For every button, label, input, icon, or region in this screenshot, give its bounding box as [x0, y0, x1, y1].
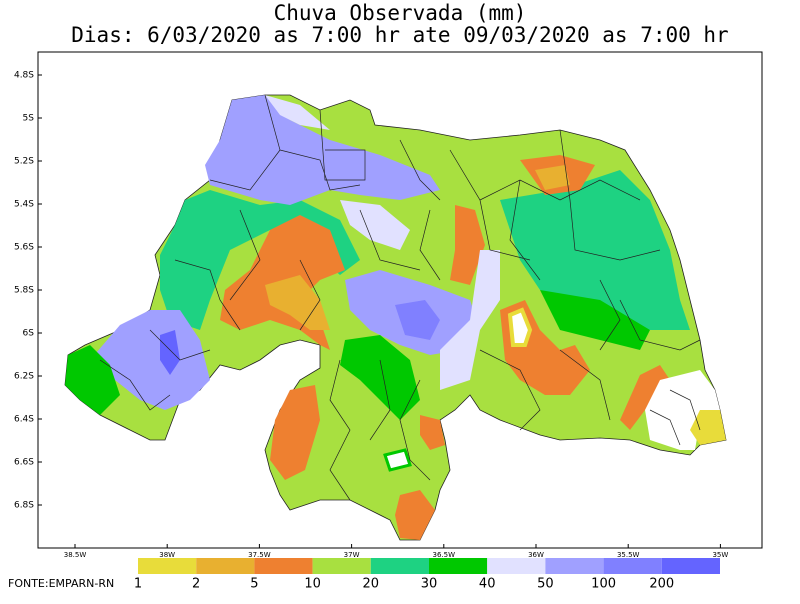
- latitude-label: 6.6S: [14, 458, 34, 468]
- legend-label: 30: [421, 577, 438, 592]
- legend-swatch: [254, 558, 313, 574]
- latitude-label: 6.2S: [14, 372, 34, 382]
- rain-zone: [690, 410, 726, 445]
- rain-zone: [620, 365, 670, 430]
- longitude-label: 37W: [344, 551, 360, 559]
- latitude-label: 5.6S: [14, 243, 34, 253]
- legend-swatch: [370, 558, 429, 574]
- latitude-label: 4.8S: [14, 71, 34, 81]
- latitude-label: 5.4S: [14, 200, 34, 210]
- legend-label: 10: [304, 577, 321, 592]
- legend: 1 2 5 10 20 30 40 50 100 200: [134, 558, 720, 592]
- legend-swatch: [429, 558, 488, 574]
- legend-label: 2: [192, 577, 200, 592]
- rain-zone: [265, 275, 330, 330]
- rain-zone: [420, 415, 445, 450]
- rain-zone: [645, 370, 720, 450]
- rain-zone: [540, 290, 650, 350]
- rain-zone: [160, 330, 180, 375]
- rain-zone: [383, 448, 412, 472]
- rain-zone: [395, 490, 435, 540]
- longitude-label: 38.5W: [64, 551, 87, 559]
- legend-swatch: [487, 558, 546, 574]
- rain-zone: [90, 310, 210, 410]
- rain-zone: [340, 200, 410, 250]
- legend-label: 200: [649, 577, 674, 592]
- longitude-label: 35.5W: [617, 551, 640, 559]
- rain-zone: [507, 307, 533, 347]
- municipal-borders: [99, 94, 701, 501]
- legend-label: 100: [591, 577, 616, 592]
- legend-label: 50: [537, 577, 554, 592]
- legend-label: 20: [363, 577, 380, 592]
- longitude-label: 35W: [712, 551, 728, 559]
- legend-label: 5: [250, 577, 258, 592]
- title: Chuva Observada (mm): [274, 1, 527, 25]
- legend-label: 40: [479, 577, 496, 592]
- legend-swatch: [138, 558, 197, 574]
- state-map: [64, 94, 727, 541]
- rain-zone: [395, 300, 440, 340]
- rain-zone: [500, 170, 690, 330]
- latitude-label: 5S: [23, 114, 35, 124]
- longitude-label: 36W: [528, 551, 544, 559]
- rain-zone: [440, 250, 500, 390]
- latitude-label: 5.8S: [14, 286, 34, 296]
- subtitle: Dias: 6/03/2020 as 7:00 hr ate 09/03/202…: [71, 23, 728, 47]
- rain-zone: [65, 345, 120, 415]
- rain-zone: [535, 165, 570, 190]
- latitude-label: 6S: [23, 329, 35, 339]
- longitude-label: 36.5W: [433, 551, 456, 559]
- longitude-label: 37.5W: [248, 551, 271, 559]
- legend-swatch: [603, 558, 662, 574]
- source-note: FONTE:EMPARN-RN: [8, 577, 114, 590]
- legend-swatch: [196, 558, 255, 574]
- rain-zone: [205, 95, 440, 205]
- rain-zone: [450, 205, 485, 285]
- legend-label: 1: [134, 577, 142, 592]
- rain-zone: [265, 95, 330, 130]
- legend-swatch: [661, 558, 720, 574]
- rain-zone: [340, 335, 420, 420]
- rain-zone: [270, 385, 320, 480]
- latitude-label: 6.4S: [14, 415, 34, 425]
- map-frame: [37, 51, 763, 549]
- latitude-labels: 4.8S 5S 5.2S 5.4S 5.6S 5.8S 6S 6.2S 6.4S 6.6S 6.8S: [14, 71, 42, 511]
- longitude-labels: 38.5W 38W 37.5W 37W 36.5W 36W 35.5W 35W: [64, 544, 728, 559]
- latitude-label: 5.2S: [14, 157, 34, 167]
- latitude-label: 6.8S: [14, 501, 34, 511]
- longitude-label: 38W: [159, 551, 175, 559]
- legend-swatch: [312, 558, 371, 574]
- legend-swatch: [545, 558, 604, 574]
